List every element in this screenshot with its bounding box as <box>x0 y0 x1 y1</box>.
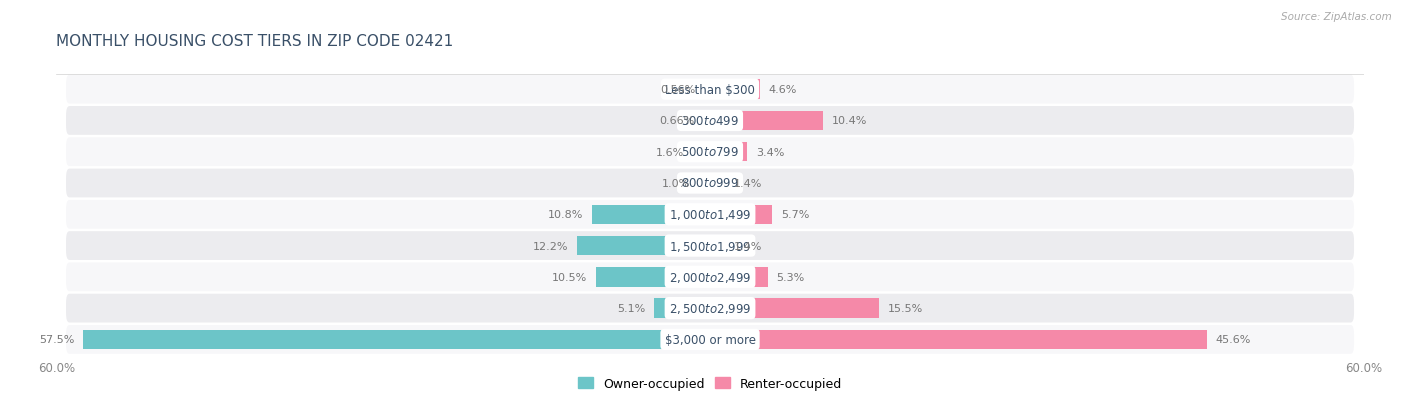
Bar <box>710 205 772 224</box>
Text: 10.4%: 10.4% <box>832 116 868 126</box>
Text: 1.4%: 1.4% <box>734 241 762 251</box>
Text: $1,000 to $1,499: $1,000 to $1,499 <box>669 208 751 222</box>
FancyBboxPatch shape <box>66 107 1354 135</box>
Text: $500 to $799: $500 to $799 <box>681 146 740 159</box>
Text: MONTHLY HOUSING COST TIERS IN ZIP CODE 02421: MONTHLY HOUSING COST TIERS IN ZIP CODE 0… <box>56 34 454 50</box>
Bar <box>710 142 747 162</box>
Bar <box>710 330 1206 349</box>
Bar <box>710 174 725 193</box>
Text: 5.3%: 5.3% <box>776 272 804 282</box>
Legend: Owner-occupied, Renter-occupied: Owner-occupied, Renter-occupied <box>574 372 846 395</box>
Text: $800 to $999: $800 to $999 <box>681 177 740 190</box>
Bar <box>576 236 710 256</box>
FancyBboxPatch shape <box>66 200 1354 229</box>
Bar <box>83 330 710 349</box>
Text: 1.0%: 1.0% <box>662 178 690 189</box>
Bar <box>654 299 710 318</box>
FancyBboxPatch shape <box>66 138 1354 167</box>
Text: 45.6%: 45.6% <box>1216 335 1251 344</box>
Bar <box>710 268 768 287</box>
FancyBboxPatch shape <box>66 232 1354 260</box>
Bar <box>699 174 710 193</box>
Text: 1.4%: 1.4% <box>734 178 762 189</box>
Text: 4.6%: 4.6% <box>769 85 797 95</box>
FancyBboxPatch shape <box>66 325 1354 354</box>
Text: $1,500 to $1,999: $1,500 to $1,999 <box>669 239 751 253</box>
Bar <box>710 236 725 256</box>
Text: Source: ZipAtlas.com: Source: ZipAtlas.com <box>1281 12 1392 22</box>
FancyBboxPatch shape <box>66 294 1354 323</box>
Text: $2,500 to $2,999: $2,500 to $2,999 <box>669 301 751 316</box>
Text: 5.7%: 5.7% <box>780 210 810 220</box>
Bar <box>710 299 879 318</box>
Text: 12.2%: 12.2% <box>533 241 568 251</box>
Text: $3,000 or more: $3,000 or more <box>665 333 755 346</box>
Bar <box>693 142 710 162</box>
Text: $2,000 to $2,499: $2,000 to $2,499 <box>669 270 751 284</box>
Text: 1.6%: 1.6% <box>655 147 683 157</box>
Bar <box>596 268 710 287</box>
Text: Less than $300: Less than $300 <box>665 83 755 96</box>
Text: 5.1%: 5.1% <box>617 304 645 313</box>
Bar <box>704 80 710 100</box>
Text: $300 to $499: $300 to $499 <box>681 115 740 128</box>
Text: 0.56%: 0.56% <box>659 85 695 95</box>
FancyBboxPatch shape <box>66 76 1354 104</box>
Text: 10.5%: 10.5% <box>551 272 586 282</box>
FancyBboxPatch shape <box>66 263 1354 292</box>
FancyBboxPatch shape <box>66 169 1354 198</box>
Text: 3.4%: 3.4% <box>756 147 785 157</box>
Text: 10.8%: 10.8% <box>548 210 583 220</box>
Bar <box>710 112 824 131</box>
Bar <box>592 205 710 224</box>
Bar <box>710 80 761 100</box>
Text: 57.5%: 57.5% <box>39 335 75 344</box>
Text: 15.5%: 15.5% <box>887 304 922 313</box>
Text: 0.66%: 0.66% <box>659 116 695 126</box>
Bar <box>703 112 710 131</box>
